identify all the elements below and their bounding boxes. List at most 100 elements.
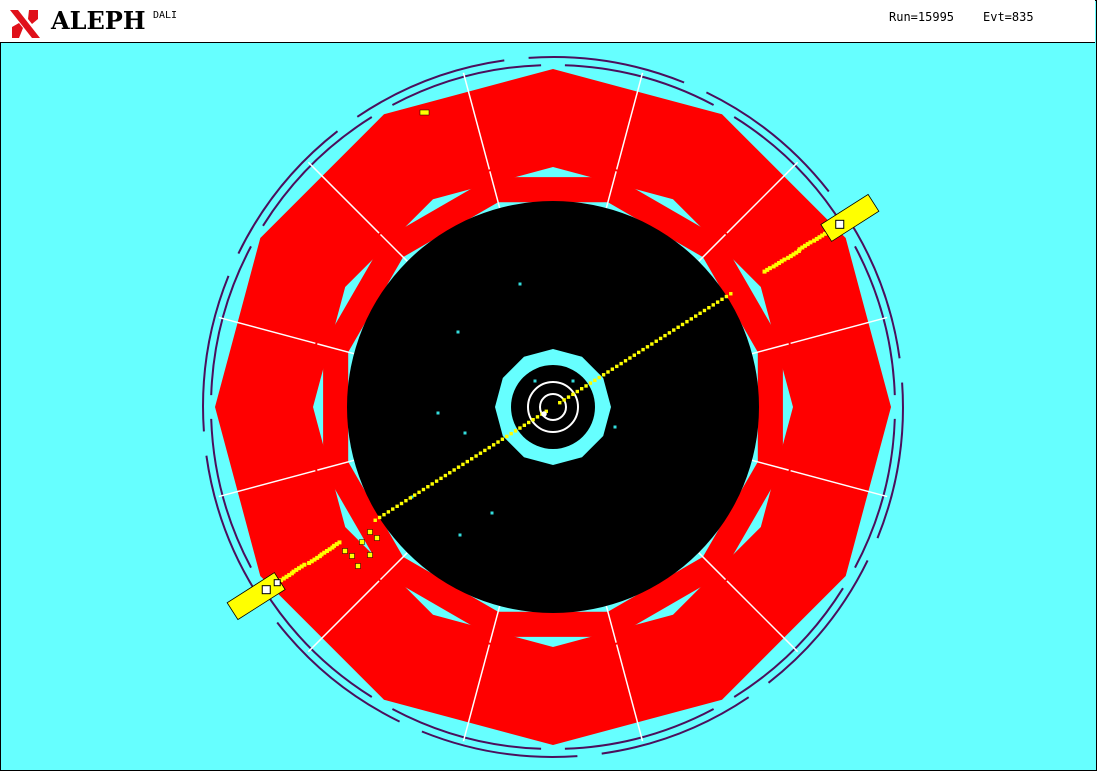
hcal-module-divider xyxy=(790,469,888,498)
ecal-module-divider xyxy=(605,605,617,643)
scattered-hit xyxy=(436,411,440,415)
calorimeter-hit xyxy=(284,574,289,579)
track-hit xyxy=(399,501,404,506)
scattered-hit xyxy=(463,431,467,435)
track-hit xyxy=(443,473,448,478)
ecal-module-divider xyxy=(489,605,501,643)
shower-hit xyxy=(367,552,373,558)
calorimeter-hit xyxy=(774,262,779,267)
muon-chamber-arc xyxy=(601,696,750,755)
track-hit xyxy=(663,333,667,338)
ecal-module-divider xyxy=(317,459,355,471)
calorimeter-hit xyxy=(294,567,299,572)
program-name: DALI xyxy=(153,10,178,21)
track-hit xyxy=(579,387,584,391)
track-hit xyxy=(417,490,421,495)
ecal-module-divider xyxy=(605,171,617,209)
ecal-module-divider xyxy=(489,171,501,209)
vertex-detector-outer xyxy=(527,381,579,433)
track-hit xyxy=(505,434,509,439)
calorimeter-hit xyxy=(281,576,286,581)
hcal-module-divider xyxy=(615,72,644,170)
track-hit xyxy=(474,454,478,458)
track-hit xyxy=(373,518,377,522)
calorimeter-hit xyxy=(779,259,784,264)
scattered-hit xyxy=(410,495,414,499)
hcal-module-divider xyxy=(615,644,644,742)
track-hit xyxy=(711,303,715,307)
hcal-module-divider xyxy=(726,580,799,653)
track-hit xyxy=(509,431,513,436)
calorimeter-hit xyxy=(337,540,342,545)
muon-chamber-arc xyxy=(276,621,401,723)
scattered-hit xyxy=(490,511,494,515)
calorimeter-hit xyxy=(805,242,810,247)
shower-hit xyxy=(367,529,373,535)
track-hit xyxy=(729,292,733,296)
calorimeter-hit xyxy=(289,571,294,576)
track-hit xyxy=(500,437,505,441)
header-bar: ALEPH DALI Run=15995 Evt=835 xyxy=(0,0,1095,43)
calorimeter-hit xyxy=(794,250,799,255)
track-hit xyxy=(562,398,566,402)
calorimeter-hit xyxy=(817,235,822,240)
track-hit xyxy=(628,356,632,360)
calorimeter-hit xyxy=(814,236,819,241)
calorimeter-hit xyxy=(812,238,817,243)
calorimeter-hit xyxy=(317,554,322,559)
muon-chamber-arc xyxy=(876,382,904,539)
track-hit xyxy=(597,375,601,380)
scattered-hit xyxy=(518,282,522,286)
calorimeter-hit xyxy=(791,252,796,257)
track-hit xyxy=(439,476,443,481)
track-hit xyxy=(469,457,474,461)
scattered-hits xyxy=(410,282,617,537)
hcal-module-divider xyxy=(307,161,380,234)
hcal-module-divider xyxy=(462,72,491,170)
track-hit xyxy=(588,381,593,385)
calorimeter-hit xyxy=(312,557,317,562)
calorimeter-hit xyxy=(788,254,793,259)
scattered-hit xyxy=(456,330,460,334)
track-hit xyxy=(615,364,619,369)
track-hit xyxy=(491,443,496,447)
calorimeter-hit xyxy=(771,264,776,269)
track-hit xyxy=(676,325,680,329)
vertex-detector-inner xyxy=(539,393,567,421)
calorimeter-hit xyxy=(782,257,787,262)
track-hit xyxy=(452,468,456,472)
calorimeter-hit xyxy=(287,573,292,578)
inner-tracker-core xyxy=(511,365,595,449)
track-hit xyxy=(513,429,518,433)
scattered-hit xyxy=(613,425,617,429)
calorimeter-hit xyxy=(299,564,304,569)
track-hit xyxy=(386,510,391,514)
calorimeter-hit xyxy=(777,261,782,266)
track-hit xyxy=(654,339,658,343)
calorimeter-hit xyxy=(334,542,339,547)
calorimeter-hit xyxy=(315,555,320,560)
track-hit xyxy=(527,420,531,425)
shower-hit xyxy=(419,109,430,116)
track-hit xyxy=(412,493,417,497)
track-hit xyxy=(544,409,548,413)
track-hit xyxy=(426,485,430,489)
event-display xyxy=(202,56,904,758)
calorimeter-hit xyxy=(822,231,827,236)
track-hit xyxy=(558,401,562,405)
cluster-marker xyxy=(835,219,845,229)
hcal-module-divider xyxy=(462,644,491,742)
calorimeter-hit xyxy=(800,245,805,250)
track-hit xyxy=(672,328,676,332)
track-hit xyxy=(461,462,465,467)
track-hit xyxy=(593,378,597,383)
shower-hit xyxy=(349,553,355,559)
aleph-letter-logo-icon xyxy=(10,10,40,38)
track-hit xyxy=(535,415,540,419)
hcal-module-divider xyxy=(790,316,888,345)
calorimeter-hit xyxy=(327,547,332,552)
track-hit xyxy=(584,384,588,388)
calorimeter-hit xyxy=(820,233,825,238)
calorimeter-hit xyxy=(307,561,312,566)
shower-hit xyxy=(359,539,365,545)
